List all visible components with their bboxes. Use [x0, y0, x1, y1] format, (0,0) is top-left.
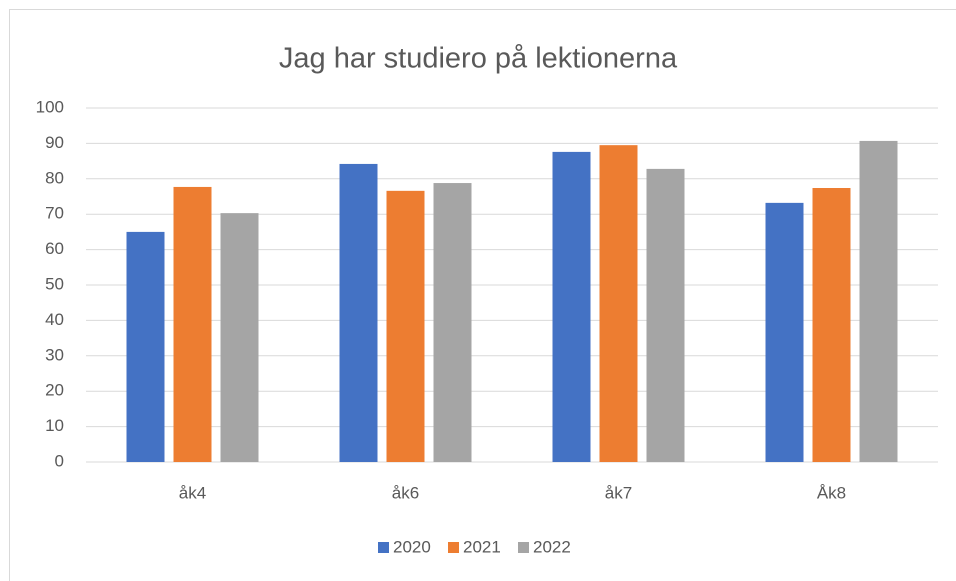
- legend-label: 2020: [393, 537, 431, 556]
- y-tick-label: 90: [45, 133, 64, 152]
- x-tick-label: åk6: [392, 483, 419, 502]
- legend-label: 2022: [533, 537, 571, 556]
- legend-swatch: [378, 542, 389, 553]
- bar: [126, 231, 165, 462]
- bar: [599, 145, 638, 463]
- y-tick-label: 100: [36, 97, 64, 116]
- bar: [552, 151, 591, 462]
- bar: [646, 168, 685, 462]
- bar: [433, 183, 472, 462]
- y-tick-label: 0: [55, 451, 64, 470]
- bar: [386, 190, 425, 462]
- bar: [220, 213, 259, 462]
- x-tick-label: åk4: [179, 483, 206, 502]
- legend-swatch: [448, 542, 459, 553]
- y-tick-label: 10: [45, 416, 64, 435]
- bar: [765, 202, 804, 462]
- y-tick-label: 20: [45, 381, 64, 400]
- bar: [173, 186, 212, 462]
- y-tick-label: 60: [45, 239, 64, 258]
- chart-title: Jag har studiero på lektionerna: [279, 43, 678, 75]
- x-tick-label: Åk8: [817, 483, 846, 502]
- bar: [812, 188, 851, 462]
- y-tick-label: 40: [45, 310, 64, 329]
- y-tick-label: 80: [45, 168, 64, 187]
- x-tick-label: åk7: [605, 483, 632, 502]
- y-tick-label: 30: [45, 345, 64, 364]
- y-tick-label: 70: [45, 204, 64, 223]
- legend-label: 2021: [463, 537, 501, 556]
- legend-swatch: [518, 542, 529, 553]
- bar: [339, 163, 378, 462]
- y-tick-label: 50: [45, 274, 64, 293]
- bar: [859, 140, 898, 462]
